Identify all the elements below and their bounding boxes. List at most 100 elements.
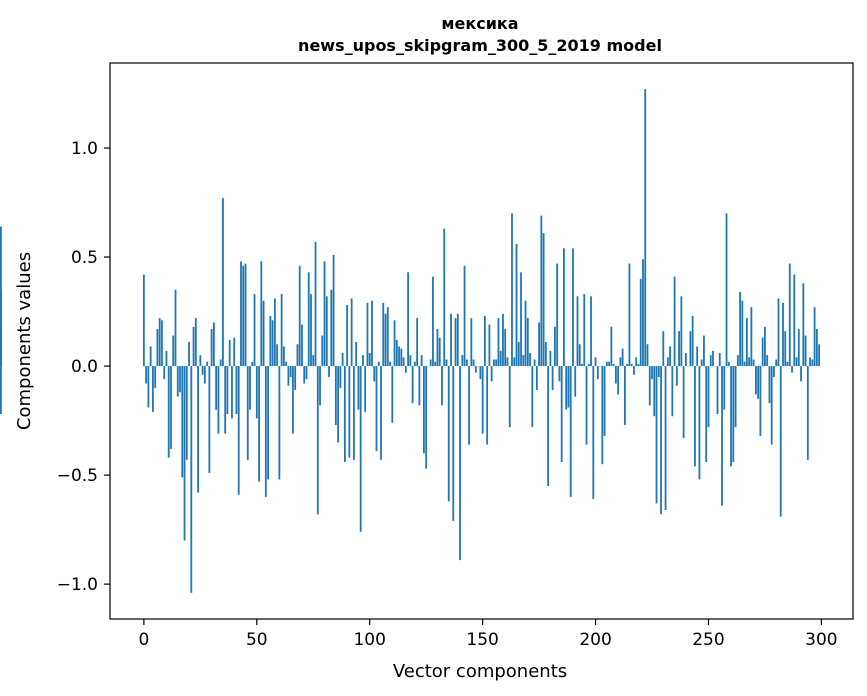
bar-36 [224, 366, 227, 434]
bar-276 [766, 355, 769, 367]
bar-88 [341, 352, 344, 367]
bar-256 [721, 366, 723, 506]
bar-24 [197, 366, 199, 493]
bar-115 [402, 357, 405, 367]
bar-2 [147, 366, 150, 408]
bar-47 [249, 366, 251, 410]
bar-82 [328, 366, 330, 377]
bar-214 [626, 363, 629, 367]
bar-151 [483, 315, 486, 367]
bar-73 [307, 272, 310, 367]
bar-17 [181, 366, 184, 478]
bar-278 [770, 366, 773, 445]
bar-183 [556, 263, 559, 367]
bar-110 [391, 366, 394, 423]
bar-203 [601, 366, 604, 465]
bar-35 [222, 198, 224, 367]
bar-80 [323, 261, 326, 367]
bar-75 [312, 355, 315, 367]
bar-289 [795, 357, 798, 367]
y-tick-label: −1.0 [57, 575, 98, 595]
bar-81 [325, 296, 328, 367]
bar-127 [429, 359, 432, 367]
bar-237 [678, 331, 681, 367]
bar-137 [452, 366, 455, 521]
bar-244 [694, 366, 696, 467]
bar-51 [258, 366, 260, 482]
bar-232 [666, 357, 669, 367]
bar-163 [511, 213, 513, 367]
bar-142 [463, 265, 466, 367]
bar-189 [569, 366, 572, 497]
bar-235 [673, 276, 676, 367]
bar-108 [386, 307, 389, 367]
bar-161 [506, 357, 509, 367]
bar-114 [400, 348, 403, 367]
bar-109 [389, 361, 391, 367]
bar-33 [217, 366, 220, 434]
bar-83 [330, 289, 333, 367]
bar-247 [700, 359, 703, 367]
bar-12 [170, 366, 172, 449]
bar-61 [280, 294, 283, 367]
bar-234 [671, 366, 674, 417]
bar-182 [553, 326, 556, 367]
bar-10 [165, 350, 168, 367]
bar-42 [237, 366, 240, 495]
bar-201 [596, 366, 599, 380]
bar-undefined [0, 366, 2, 415]
bar-293 [804, 335, 807, 367]
bar-141 [461, 355, 464, 367]
bar-19 [185, 366, 188, 460]
bar-178 [544, 342, 547, 367]
bar-123 [420, 355, 423, 367]
bar-186 [563, 248, 565, 367]
bar-251 [709, 355, 712, 367]
bar-4 [152, 366, 154, 412]
bar-213 [624, 366, 626, 425]
bar-113 [398, 346, 400, 367]
bar-225 [651, 366, 653, 380]
bar-258 [725, 213, 728, 367]
bar-174 [535, 366, 538, 391]
bar-112 [395, 339, 398, 367]
bar-132 [441, 366, 443, 406]
bar-170 [526, 318, 529, 367]
x-tick-label: 0 [138, 630, 149, 650]
bar-50 [255, 366, 258, 419]
bar-87 [339, 366, 342, 388]
bar-285 [786, 361, 789, 367]
bar-274 [761, 337, 764, 367]
bar-34 [219, 359, 222, 367]
bar-229 [660, 366, 662, 515]
bar-181 [551, 366, 554, 391]
bar-15 [176, 366, 179, 397]
bar-164 [513, 357, 516, 367]
bar-79 [321, 335, 324, 367]
bar-298 [815, 329, 818, 367]
bar-9 [163, 366, 166, 380]
bar-153 [488, 324, 491, 367]
bar-187 [565, 366, 568, 410]
bar-194 [581, 363, 583, 367]
bar-207 [610, 326, 613, 367]
bar-287 [791, 366, 793, 373]
bar-284 [784, 331, 787, 367]
bar-90 [346, 305, 349, 367]
bar-89 [343, 366, 346, 463]
bar-155 [493, 359, 495, 367]
bar-171 [529, 352, 531, 367]
axes: 0 50 100 150 200 250 300 −1.0 −0.5 0.0 0.5 1.0 [57, 62, 854, 650]
bar-102 [373, 366, 376, 382]
bar-217 [633, 366, 635, 375]
bar-240 [684, 352, 687, 367]
bar-167 [520, 272, 522, 367]
bar-294 [806, 366, 809, 460]
bar-172 [531, 366, 534, 428]
bar-39 [231, 366, 233, 419]
bar-55 [267, 366, 269, 480]
bar-150 [481, 366, 484, 434]
bar-265 [741, 300, 744, 367]
bar-180 [549, 350, 552, 367]
bar-250 [707, 366, 710, 428]
